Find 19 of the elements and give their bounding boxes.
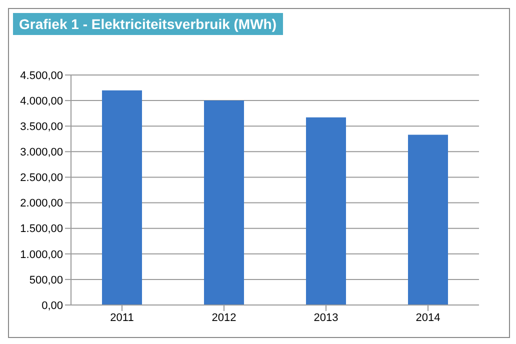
bar <box>102 90 142 305</box>
y-tick-label: 4.500,00 <box>20 70 63 82</box>
y-tick-label: 3.500,00 <box>20 121 63 134</box>
x-tick-label: 2011 <box>110 312 134 324</box>
y-tick-label: 1.000,00 <box>20 248 63 261</box>
chart-title: Grafiek 1 - Elektriciteitsverbruik (MWh) <box>13 13 283 35</box>
y-tick-label: 2.000,00 <box>20 198 63 210</box>
y-tick-label: 2.500,00 <box>20 172 63 184</box>
x-tick-label: 2013 <box>314 312 338 324</box>
y-tick-label: 0,00 <box>42 300 63 312</box>
bar <box>408 134 448 305</box>
y-tick-label: 1.500,00 <box>20 223 63 236</box>
x-tick-label: 2014 <box>416 312 440 324</box>
bar <box>204 100 244 305</box>
y-tick-label: 500,00 <box>29 274 63 286</box>
bar <box>306 117 346 305</box>
x-tick-label: 2012 <box>212 312 236 324</box>
y-tick-label: 4.000,00 <box>20 95 63 108</box>
y-tick-label: 3.000,00 <box>20 146 63 159</box>
